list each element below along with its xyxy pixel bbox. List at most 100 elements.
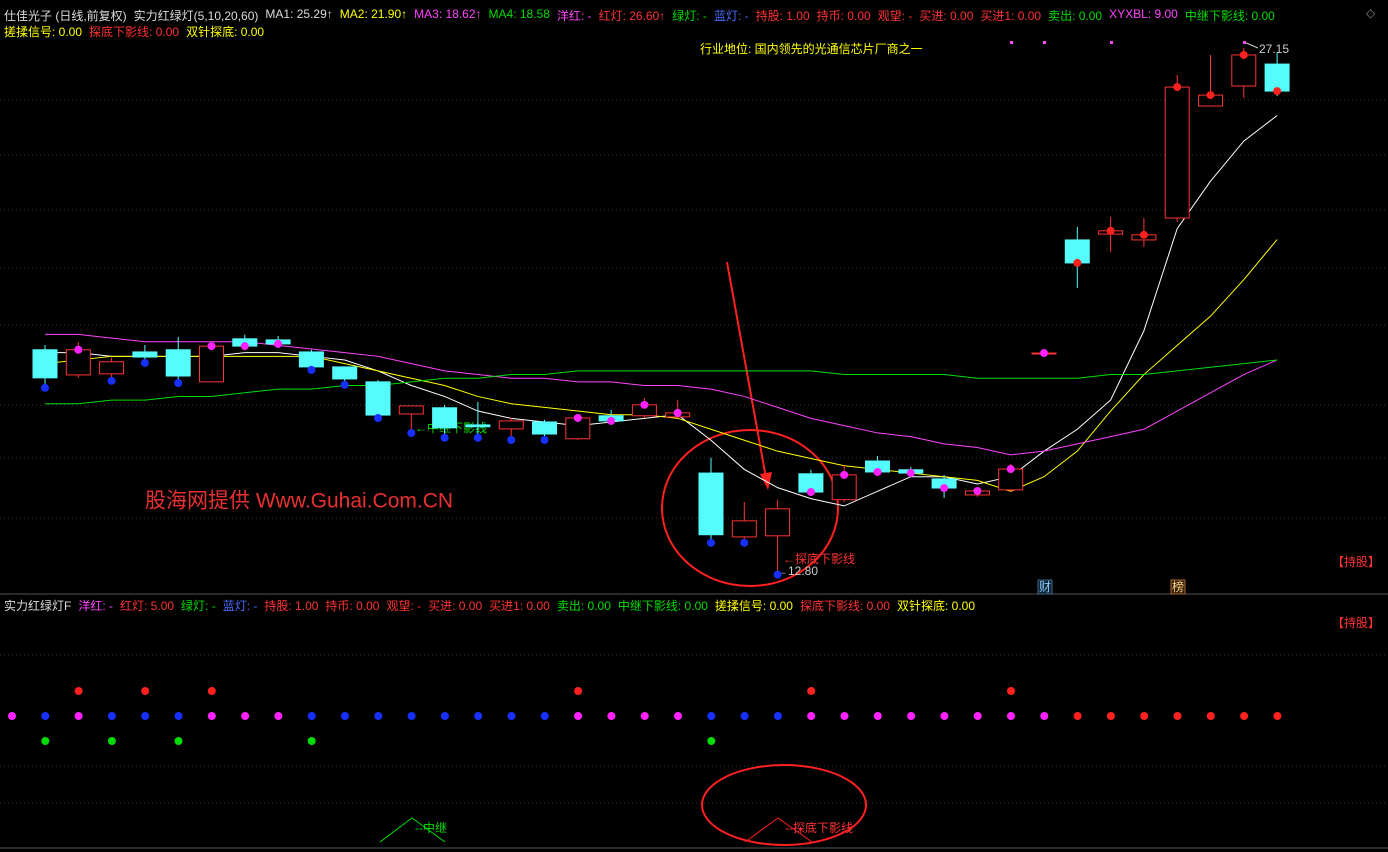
lower-signal-dot bbox=[574, 687, 583, 695]
signal-dot bbox=[940, 484, 949, 493]
lower-signal-dot bbox=[740, 712, 749, 720]
signal-dot bbox=[1040, 349, 1048, 358]
header-item: MA4: 18.58 bbox=[488, 7, 550, 21]
lower-signal-dot bbox=[1007, 712, 1015, 720]
lower-signal-dot bbox=[540, 712, 549, 720]
highlight-ellipse bbox=[701, 764, 867, 846]
relay-marker bbox=[379, 817, 446, 843]
header-item: 持币: 0.00 bbox=[816, 9, 871, 23]
icon[interactable]: ◇ bbox=[1366, 6, 1376, 20]
lower-signal-dot bbox=[707, 712, 716, 720]
lower-signal-dot bbox=[640, 712, 649, 720]
candle-body bbox=[765, 508, 791, 537]
header-item: 观望: - bbox=[877, 9, 913, 23]
signal-dot bbox=[540, 435, 549, 444]
high-label: 27.15 bbox=[1259, 42, 1289, 56]
header-item: 卖出: 0.00 bbox=[1048, 9, 1103, 23]
header-row: 搓揉信号: 0.00 探底下影线: 0.00 双针探底: 0.00 bbox=[4, 23, 264, 40]
candle-body bbox=[365, 381, 391, 416]
candle-body bbox=[731, 520, 757, 538]
header-item: 双针探底: 0.00 bbox=[896, 599, 976, 613]
signal-dot bbox=[207, 342, 216, 351]
header-item: 观望: - bbox=[386, 599, 422, 613]
header-item: 红灯: 5.00 bbox=[120, 599, 175, 613]
signal-dot bbox=[374, 414, 382, 423]
signal-dot bbox=[707, 538, 715, 547]
signal-dot bbox=[174, 379, 183, 388]
header-item: 中继下影线: 0.00 bbox=[1184, 9, 1275, 23]
signal-dot bbox=[1239, 50, 1248, 59]
header-item: 买进1: 0.00 bbox=[489, 599, 550, 613]
signal-dot bbox=[1206, 91, 1215, 100]
signal-dot bbox=[1073, 258, 1082, 267]
low-label: ←12.80 bbox=[776, 564, 818, 578]
header-item: 红灯: 26.60↑ bbox=[598, 9, 666, 23]
lower-signal-dot bbox=[341, 712, 349, 720]
lower-signal-dot bbox=[41, 737, 50, 745]
signal-dot bbox=[840, 470, 849, 479]
lower-signal-dot bbox=[1073, 712, 1082, 720]
header-item: 实力红绿灯F bbox=[4, 599, 72, 613]
lower-signal-dot bbox=[873, 712, 882, 720]
pointer-arrow bbox=[726, 261, 767, 479]
lower-signal-dot bbox=[107, 712, 116, 720]
signal-dot bbox=[1273, 87, 1282, 96]
signal-dot bbox=[107, 376, 116, 385]
header-item: 实力红绿灯(5,10,20,60) bbox=[133, 9, 259, 23]
header-item: 蓝灯: - bbox=[713, 9, 749, 23]
lower-signal-dot bbox=[1173, 712, 1182, 720]
lower-signal-dot bbox=[1140, 712, 1149, 720]
watermark: 股海网提供 Www.Guhai.Com.CN bbox=[145, 490, 453, 513]
candle-body bbox=[831, 474, 857, 501]
relay-legend: --中继 bbox=[415, 820, 447, 835]
panel-grid bbox=[0, 99, 1388, 804]
signal-dot bbox=[673, 408, 682, 417]
header-item: 中继下影线: 0.00 bbox=[617, 599, 708, 613]
lower-signal-dot bbox=[307, 712, 316, 720]
lower-signal-dot bbox=[1106, 712, 1115, 720]
header-item: 买进1: 0.00 bbox=[980, 9, 1042, 23]
candle-body bbox=[132, 351, 158, 358]
hold-label: 【持股】 bbox=[1332, 615, 1380, 630]
candle-body bbox=[532, 421, 557, 435]
lower-signal-dot bbox=[1040, 712, 1049, 720]
signal-dot bbox=[1106, 226, 1115, 235]
lower-signal-dot bbox=[107, 737, 116, 745]
lower-signal-dot bbox=[907, 712, 916, 720]
header-item: 买进: 0.00 bbox=[428, 599, 483, 613]
lower-signal-dot bbox=[374, 712, 383, 720]
signal-dot bbox=[407, 429, 416, 438]
header-item: 持币: 0.00 bbox=[325, 599, 380, 613]
lower-signal-dot bbox=[407, 712, 416, 720]
candle-body bbox=[465, 424, 491, 428]
lower-signal-dot bbox=[8, 712, 16, 720]
header-item: 搓揉信号: 0.00 bbox=[4, 25, 83, 39]
header-item: 洋红: - bbox=[78, 599, 114, 613]
lower-signal-dot bbox=[440, 712, 449, 720]
signal-dot bbox=[340, 380, 349, 389]
ma-line bbox=[45, 115, 1278, 507]
lower-signal-dot bbox=[74, 687, 83, 695]
header-item: 绿灯: - bbox=[181, 599, 216, 613]
header-item: 持股: 1.00 bbox=[264, 599, 319, 613]
signal-dot bbox=[240, 342, 249, 351]
signal-dot bbox=[307, 365, 316, 374]
bottom-marker bbox=[744, 817, 813, 843]
candle-body bbox=[498, 420, 524, 430]
badge-text: 榜 bbox=[1172, 579, 1184, 594]
highlight-ellipse bbox=[661, 429, 839, 587]
signal-dot bbox=[1173, 83, 1182, 92]
candle-body bbox=[332, 366, 358, 380]
header-item: 搓揉信号: 0.00 bbox=[714, 599, 793, 613]
signal-dot bbox=[806, 488, 815, 497]
header-item: MA2: 21.90↑ bbox=[339, 7, 408, 21]
industry-note: 行业地位: 国内领先的光通信芯片厂商之一 bbox=[700, 41, 923, 56]
candle-body bbox=[165, 349, 191, 377]
signal-dot bbox=[1139, 230, 1148, 239]
candle-body bbox=[99, 361, 125, 375]
candle-body bbox=[432, 407, 458, 429]
badge bbox=[1170, 579, 1186, 595]
badge-text: 财 bbox=[1039, 580, 1051, 594]
lower-signal-dot bbox=[1206, 712, 1215, 720]
candle-body bbox=[298, 351, 324, 368]
